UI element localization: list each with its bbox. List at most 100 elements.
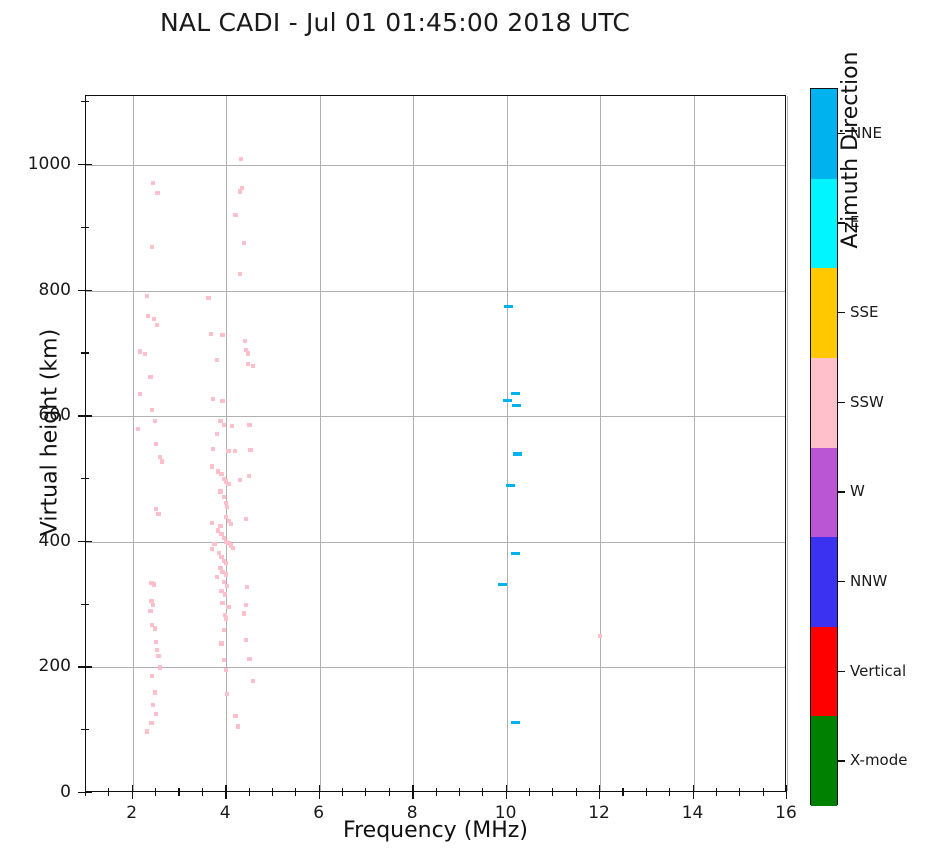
data-point-ssw	[247, 656, 252, 661]
y-tick-major	[78, 289, 85, 292]
data-point-nne	[511, 392, 521, 396]
y-tick-label: 400	[38, 530, 71, 551]
data-point-ssw	[149, 581, 154, 586]
colorbar-label-sse: SSE	[850, 303, 879, 322]
y-tick-label: 600	[38, 405, 71, 426]
data-point-ssw	[224, 514, 229, 519]
colorbar-label-w: W	[850, 482, 865, 501]
colorbar-segment-vertical[interactable]	[811, 626, 837, 717]
data-point-ssw	[224, 667, 229, 672]
data-point-ssw	[228, 543, 233, 548]
y-tick-minor-inner	[85, 226, 89, 228]
colorbar-segment-e[interactable]	[811, 178, 837, 269]
data-point-ssw	[209, 331, 214, 337]
data-point-ssw	[226, 448, 231, 453]
x-tick-minor-inner	[108, 788, 110, 792]
data-point-ssw	[214, 574, 219, 580]
x-tick-minor-inner	[295, 788, 297, 792]
x-tick-minor	[762, 792, 764, 796]
x-tick-minor-inner	[85, 788, 87, 792]
x-tick-minor-inner	[271, 788, 274, 792]
x-tick-major-inner	[225, 785, 227, 792]
gridline-vertical	[226, 96, 228, 791]
data-point-ssw	[235, 724, 240, 729]
data-point-ssw	[243, 347, 248, 352]
data-point-ssw	[224, 561, 229, 566]
colorbar-segment-w[interactable]	[811, 447, 837, 538]
y-tick-major-inner	[85, 540, 92, 543]
data-point-ssw	[221, 494, 226, 499]
x-tick-minor	[155, 792, 157, 796]
colorbar-segment-x-mode[interactable]	[811, 716, 837, 806]
colorbar-segment-nnw[interactable]	[811, 537, 837, 627]
data-point-ssw	[220, 399, 225, 404]
data-point-ssw	[224, 500, 229, 505]
data-point-ssw	[153, 690, 158, 695]
x-tick-major-inner	[786, 785, 788, 792]
data-point-ssw	[220, 332, 225, 337]
data-point-ssw	[157, 454, 162, 460]
data-point-ssw	[220, 569, 225, 575]
x-tick-minor-inner	[248, 788, 250, 792]
x-tick-minor	[178, 792, 180, 796]
x-tick-minor	[482, 792, 484, 796]
data-point-ssw	[220, 601, 225, 606]
data-point-ssw	[226, 519, 232, 524]
x-tick-label: 10	[494, 803, 517, 823]
data-point-ssw	[148, 374, 153, 379]
data-point-ssw	[224, 479, 229, 484]
data-point-ssw	[239, 186, 244, 191]
data-point-ssw	[223, 592, 228, 597]
x-tick-minor-inner	[645, 788, 647, 792]
data-point-ssw	[221, 558, 226, 563]
x-tick-minor-inner	[342, 788, 344, 792]
x-tick-minor	[342, 792, 344, 796]
x-tick-label: 8	[406, 803, 418, 823]
x-tick-minor	[739, 792, 741, 796]
data-point-ssw	[211, 397, 216, 402]
data-point-ssw	[229, 423, 234, 428]
gridline-horizontal	[86, 667, 785, 669]
ionogram-plot-area	[85, 95, 788, 792]
colorbar-title: Azimuth Direction	[838, 51, 863, 249]
x-tick-major	[131, 792, 134, 799]
colorbar-segment-nne[interactable]	[811, 89, 837, 179]
data-point-ssw	[218, 524, 223, 529]
x-tick-minor-inner	[155, 788, 157, 792]
data-point-ssw	[148, 608, 153, 613]
x-tick-major-inner	[692, 785, 694, 792]
data-point-ssw	[156, 654, 161, 659]
x-tick-minor	[669, 792, 671, 796]
x-tick-label: 14	[681, 803, 704, 823]
data-point-ssw	[214, 357, 219, 362]
data-point-ssw	[154, 441, 159, 446]
x-tick-label: 4	[219, 803, 231, 823]
gridline-vertical	[319, 96, 321, 791]
data-point-ssw	[223, 612, 228, 617]
y-tick-label: 1000	[27, 154, 71, 175]
x-tick-major	[225, 792, 227, 799]
data-point-ssw	[247, 422, 252, 428]
data-point-ssw	[146, 313, 151, 318]
colorbar-segment-sse[interactable]	[811, 268, 837, 358]
x-tick-minor-inner	[622, 788, 624, 792]
colorbar-label-x-mode: X-mode	[850, 751, 908, 770]
data-point-ssw	[152, 582, 157, 587]
data-point-ssw	[212, 542, 217, 547]
y-tick-label: 0	[60, 782, 71, 802]
data-point-nne	[503, 398, 513, 403]
data-point-ssw	[218, 419, 223, 424]
azimuth-colorbar[interactable]	[810, 88, 838, 806]
data-point-ssw	[210, 547, 215, 552]
colorbar-segment-ssw[interactable]	[811, 357, 837, 448]
data-point-ssw	[225, 583, 230, 588]
data-point-ssw	[238, 189, 243, 194]
x-tick-minor	[552, 792, 554, 796]
data-point-ssw	[210, 520, 215, 526]
y-tick-minor	[81, 603, 85, 605]
x-tick-minor	[85, 792, 87, 796]
data-point-ssw	[232, 449, 237, 454]
y-tick-major-inner	[85, 415, 92, 417]
data-point-ssw	[136, 426, 141, 431]
data-point-ssw	[239, 156, 244, 161]
